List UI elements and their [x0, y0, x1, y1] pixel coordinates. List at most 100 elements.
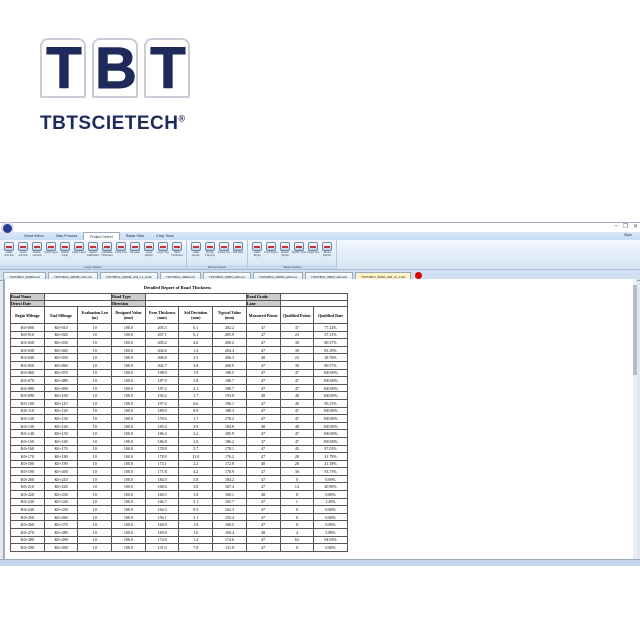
- cell-measured-points: 48: [245, 490, 281, 499]
- save-thickness-button[interactable]: Save Thickness: [170, 242, 184, 262]
- delete-ground-button[interactable]: Delete Ground: [30, 242, 44, 262]
- menu-tab-data-process[interactable]: Data Process: [55, 234, 78, 238]
- cell-begin-mileage: K0+010: [10, 330, 45, 340]
- minimize-button[interactable]: –: [614, 223, 618, 229]
- vertical-scrollbar[interactable]: [633, 279, 637, 560]
- layer-list-button[interactable]: Layer List: [156, 242, 170, 262]
- cell-typical-value-mm-: 131.8: [212, 543, 247, 552]
- cell-evaluation-len-m-: 10: [77, 467, 113, 476]
- cell-std-deviation-mm-: 1.9: [178, 368, 214, 378]
- menu-tab-easy-tools[interactable]: Easy Tools: [156, 234, 174, 238]
- add-note-button[interactable]: Add Note: [231, 242, 245, 262]
- modify-type-icon: [294, 242, 304, 251]
- cell-qualified-rate: 0.00%: [313, 505, 348, 514]
- excep-list-button[interactable]: Excep List: [217, 242, 231, 262]
- cell-even-thickness-mm-: 202.7: [144, 360, 180, 370]
- scrollbar-thumb[interactable]: [633, 285, 637, 375]
- cell-begin-mileage: K0+100: [10, 398, 45, 408]
- cell-typical-value-mm-: 167.4: [212, 482, 247, 492]
- cell-evaluation-len-m-: 10: [77, 444, 113, 454]
- cell-qualified-rate: 37.31%: [313, 330, 348, 340]
- cell-measured-points: 47: [245, 467, 281, 476]
- table-row: K0+010 K0+020 10 100.0 207.1 6.1 205.9 47 23 37.3…: [10, 330, 348, 340]
- logo-letter: T: [40, 38, 86, 98]
- cell-qualified-points: 0: [279, 474, 315, 484]
- speed-calibration-button[interactable]: Speed Calibration: [86, 242, 100, 262]
- cell-measured-points: 47: [245, 414, 281, 423]
- cell-evaluation-len-m-: 10: [77, 543, 113, 552]
- title-bar: – ❐ ✕: [0, 222, 640, 235]
- delete-target-button[interactable]: Delete Target: [278, 242, 292, 262]
- ribbon-buttons: Label Target Find Target Delete Target Modi…: [248, 240, 336, 262]
- table-row: K0+030 K0+040 10 100.0 204.6 1.4 204.3 47 39 83.1…: [10, 345, 348, 355]
- button-label: Excep List: [218, 251, 230, 254]
- menu-tab-project-detect[interactable]: Project Detect: [83, 232, 120, 240]
- table-row: K0+280 K0+290 10 100.0 174.9 1.4 174.6 47 63 94.0…: [10, 535, 348, 545]
- column-header-std-deviation-mm-: Std Deviation (mm): [178, 306, 214, 324]
- app-logo-icon[interactable]: [1, 222, 14, 235]
- modify-type-button[interactable]: Modify Type: [292, 242, 306, 262]
- point-line-button[interactable]: Point Line: [114, 242, 128, 262]
- table-row: K0+290 K0+300 10 100.0 131.0 7.0 131.8 47 0 0.00%: [10, 543, 348, 552]
- cell-qualified-points: 47: [279, 383, 315, 393]
- level-ground-button[interactable]: Level Ground: [16, 242, 30, 262]
- ribbon-group-excep-detect: Label Excep Excep Property Excep List Add N…: [187, 240, 248, 269]
- cell-designed-value-mm-: 100.0: [111, 360, 146, 370]
- table-row: K0+020 K0+030 10 100.0 205.2 4.6 200.2 47 38 80.5…: [10, 338, 348, 347]
- cell-qualified-rate: 94.03%: [313, 535, 348, 545]
- cell-std-deviation-mm-: 1.7: [178, 414, 214, 423]
- cell-designed-value-mm-: 100.0: [111, 497, 146, 507]
- cell-even-thickness-mm-: 207.1: [144, 330, 180, 340]
- restore-button[interactable]: ❐: [622, 224, 628, 230]
- cell-qualified-rate: 100.00%: [313, 436, 348, 446]
- close-button[interactable]: ✕: [632, 224, 638, 230]
- fill-layer-button[interactable]: Fill Layer: [128, 242, 142, 262]
- table-row: K0+130 K0+140 10 100.0 185.4 3.9 184.8 48 48 100.…: [10, 421, 348, 431]
- cell-qualified-points: 45: [279, 444, 315, 454]
- layer-report-button[interactable]: Layer Report: [142, 242, 156, 262]
- cell-qualified-rate: 100.00%: [313, 414, 348, 423]
- group-label: Excep Detect: [187, 265, 247, 269]
- cell-std-deviation-mm-: 1.4: [178, 535, 214, 545]
- cell-std-deviation-mm-: 1.8: [178, 490, 214, 499]
- menu-tab-radar-slice[interactable]: Radar Slice: [125, 234, 145, 238]
- button-label: Label Excep: [192, 251, 200, 257]
- cell-qualified-rate: 80.57%: [313, 360, 348, 370]
- cell-designed-value-mm-: 100.0: [111, 543, 146, 552]
- cell-qualified-points: 28: [279, 452, 315, 461]
- label-excep-button[interactable]: Label Excep: [189, 242, 203, 262]
- excep-property-button[interactable]: Excep Property: [203, 242, 217, 262]
- find-target-button[interactable]: Find Target: [264, 242, 278, 262]
- target-list-button[interactable]: Target List: [306, 242, 320, 262]
- label-target-button[interactable]: Label Target: [250, 242, 264, 262]
- cell-typical-value-mm-: 196.1: [212, 398, 247, 408]
- table-row: K0+270 K0+280 10 100.0 169.8 1.6 169.4 48 4 5.88%: [10, 528, 348, 537]
- cell-std-deviation-mm-: 4.6: [178, 338, 214, 347]
- label-layer-button[interactable]: Label Layer: [72, 242, 86, 262]
- cell-evaluation-len-m-: 10: [77, 345, 113, 355]
- delete-layer-icon: [60, 242, 70, 251]
- cell-even-thickness-mm-: 178.9: [144, 452, 180, 461]
- cell-end-mileage: K0+230: [43, 490, 79, 499]
- layer-report-icon: [144, 242, 154, 251]
- cell-std-deviation-mm-: 3.1: [178, 512, 214, 522]
- cell-std-deviation-mm-: 3.8: [178, 482, 214, 492]
- calculate-thickness-icon: [102, 242, 112, 251]
- cell-std-deviation-mm-: 2.1: [178, 383, 214, 393]
- cell-end-mileage: K0+090: [43, 383, 79, 393]
- delete-layer-button[interactable]: Delete Layer: [58, 242, 72, 262]
- cell-measured-points: 47: [245, 482, 281, 492]
- cell-qualified-rate: 0.00%: [313, 490, 348, 499]
- cell-begin-mileage: K0+040: [10, 353, 45, 362]
- cell-designed-value-mm-: 100.0: [111, 505, 146, 514]
- cell-evaluation-len-m-: 10: [77, 406, 113, 416]
- close-tab-icon[interactable]: [415, 272, 423, 279]
- menu-tab-home-menu[interactable]: Home Menu: [24, 234, 44, 238]
- track-layer-button[interactable]: Track Layer: [44, 242, 58, 262]
- target-report-button[interactable]: Target Report: [320, 242, 334, 262]
- style-menu[interactable]: Style: [624, 233, 632, 237]
- cell-typical-value-mm-: 155.4: [212, 512, 247, 522]
- calculate-thickness-button[interactable]: Calculate Thickness: [100, 242, 114, 262]
- label-ground-button[interactable]: Label Ground: [2, 242, 16, 262]
- cell-begin-mileage: K0+270: [10, 528, 45, 537]
